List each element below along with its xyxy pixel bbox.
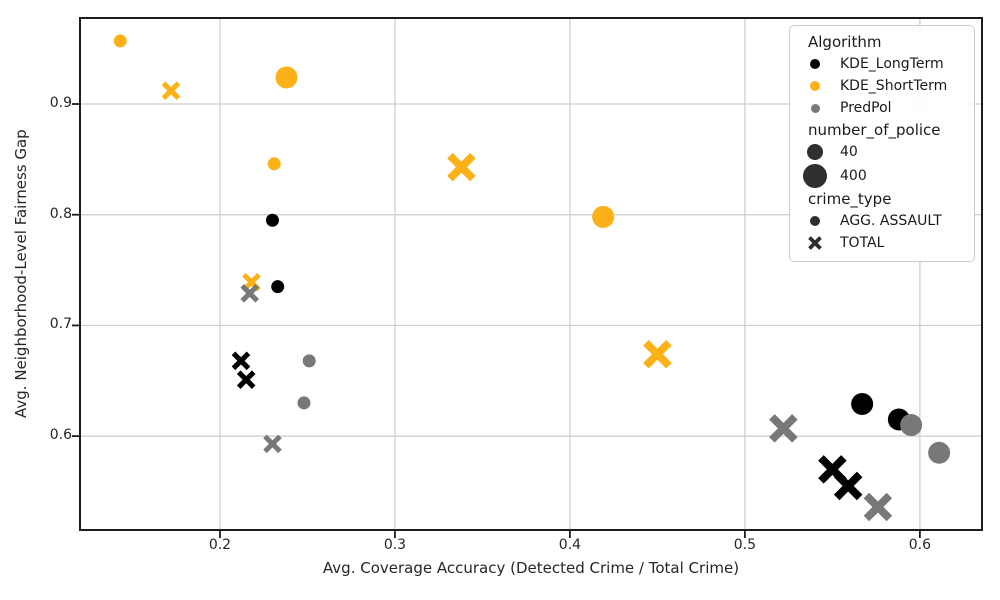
y-axis-label: Avg. Neighborhood-Level Fairness Gap bbox=[12, 129, 30, 419]
y-tick-label: 0.9 bbox=[49, 95, 72, 112]
circle-marker-icon bbox=[802, 59, 828, 69]
data-point bbox=[643, 339, 672, 369]
data-point bbox=[271, 280, 285, 294]
x-marker-icon bbox=[802, 236, 828, 250]
x-tick-label: 0.6 bbox=[908, 537, 931, 553]
legend-item-kde-longterm: KDE_LongTerm bbox=[798, 53, 966, 75]
data-point bbox=[302, 354, 316, 368]
y-tick-label: 0.6 bbox=[49, 427, 72, 444]
legend-item-label: AGG. ASSAULT bbox=[840, 213, 942, 229]
circle-marker-icon bbox=[802, 216, 828, 226]
legend-item-kde-shortterm: KDE_ShortTerm bbox=[798, 75, 966, 97]
x-tick-label: 0.5 bbox=[733, 537, 757, 553]
data-point bbox=[240, 284, 260, 303]
data-point bbox=[769, 414, 798, 443]
legend-item-label: KDE_LongTerm bbox=[840, 56, 944, 72]
legend-title-crime-type: crime_type bbox=[808, 190, 892, 208]
data-point bbox=[267, 157, 281, 171]
data-point bbox=[851, 393, 874, 416]
x-tick-label: 0.2 bbox=[208, 537, 232, 553]
x-axis-label: Avg. Coverage Accuracy (Detected Crime /… bbox=[322, 559, 740, 577]
y-tick-label: 0.8 bbox=[49, 205, 72, 222]
data-point bbox=[447, 152, 476, 182]
data-point bbox=[900, 414, 923, 437]
data-point bbox=[833, 471, 863, 501]
data-point bbox=[231, 351, 251, 371]
data-point bbox=[863, 492, 893, 522]
legend: Algorithm KDE_LongTerm KDE_ShortTerm PredPo… bbox=[789, 25, 975, 262]
circle-marker-icon bbox=[802, 103, 828, 113]
legend-item-predpol: PredPol bbox=[798, 97, 966, 119]
data-point bbox=[297, 396, 311, 410]
x-tick-label: 0.4 bbox=[558, 537, 582, 553]
data-point bbox=[928, 441, 951, 464]
data-point bbox=[275, 66, 298, 89]
legend-item-label: KDE_ShortTerm bbox=[840, 78, 948, 94]
data-point bbox=[236, 370, 256, 389]
legend-title-algorithm: Algorithm bbox=[808, 33, 882, 51]
data-point bbox=[265, 213, 279, 227]
legend-item-label: PredPol bbox=[840, 100, 892, 116]
data-point bbox=[263, 434, 282, 454]
legend-item-40: 40 bbox=[798, 141, 966, 163]
circle-marker-icon bbox=[802, 163, 828, 188]
y-tick-label: 0.7 bbox=[49, 316, 72, 333]
circle-marker-icon bbox=[802, 81, 828, 91]
axes-spines bbox=[79, 17, 983, 531]
data-point bbox=[592, 205, 615, 228]
legend-item-label: TOTAL bbox=[840, 235, 885, 251]
data-point bbox=[161, 81, 181, 101]
x-tick-label: 0.3 bbox=[383, 537, 407, 553]
circle-marker-icon bbox=[802, 144, 828, 160]
legend-title-number-of-police: number_of_police bbox=[808, 121, 941, 139]
legend-item-label: 40 bbox=[840, 144, 858, 160]
data-point bbox=[113, 34, 127, 48]
legend-item-400: 400 bbox=[798, 163, 966, 188]
legend-item-agg-assault: AGG. ASSAULT bbox=[798, 210, 966, 232]
legend-item-total: TOTAL bbox=[798, 232, 966, 254]
legend-item-label: 400 bbox=[840, 167, 867, 184]
